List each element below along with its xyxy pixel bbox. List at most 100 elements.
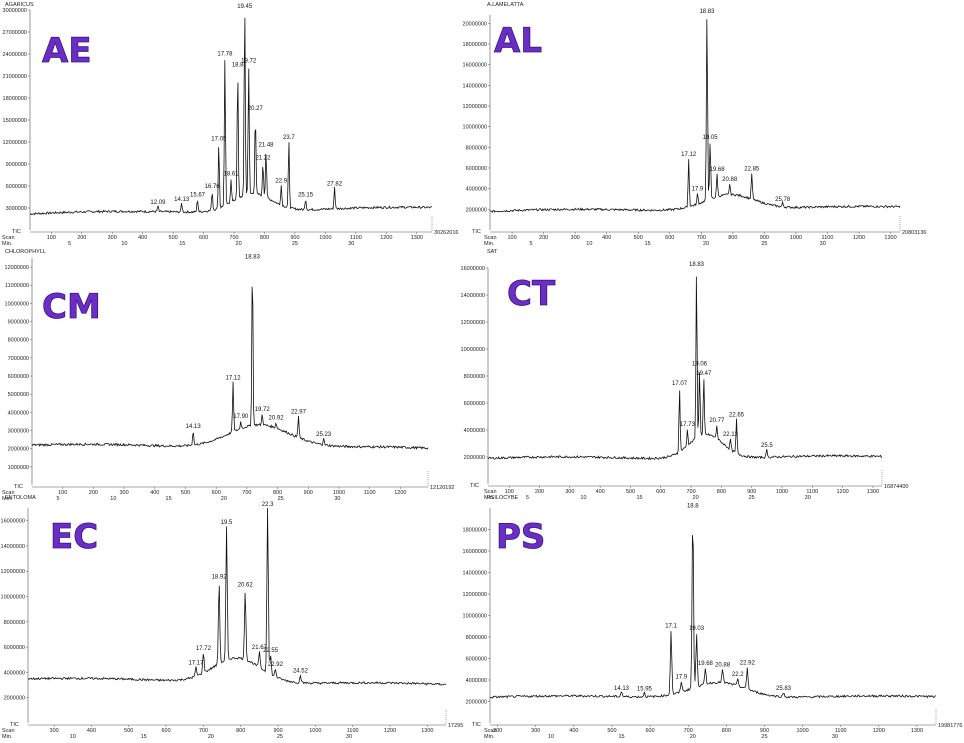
minute-tick-label: 10 bbox=[548, 734, 554, 740]
peak-label: 20.92 bbox=[269, 416, 285, 422]
x-tick-label: 400 bbox=[569, 728, 578, 734]
x-tick-label: 1300 bbox=[911, 728, 923, 734]
y-tick-label: 6000000 bbox=[464, 401, 485, 407]
peak-label: 12.09 bbox=[150, 200, 166, 206]
x-tick-label: 500 bbox=[181, 490, 190, 496]
tic-trace bbox=[31, 286, 429, 451]
y-tick-label: 8000000 bbox=[4, 620, 25, 626]
x-tick-label: 1200 bbox=[836, 489, 848, 495]
peak-label: 22.9 bbox=[275, 178, 287, 184]
tic-max-value: 19981776 bbox=[938, 723, 962, 729]
tic-label: TIC bbox=[10, 722, 19, 728]
minute-tick-label: 5 bbox=[57, 496, 60, 502]
minute-tick-label: 30 bbox=[346, 734, 352, 740]
x-tick-label: 100 bbox=[47, 235, 56, 241]
minute-tick-label: 5 bbox=[529, 241, 532, 247]
y-tick-label: 9000000 bbox=[8, 320, 29, 326]
x-tick-label: 600 bbox=[646, 728, 655, 734]
x-tick-label: 800 bbox=[260, 235, 269, 241]
chart-panel-ec: ENTOLOMA 2000000 4000000 6000000 8000000 1000… bbox=[1, 495, 464, 740]
minute-tick-label: 25 bbox=[761, 241, 767, 247]
x-tick-label: 1100 bbox=[350, 235, 362, 241]
peak-label: 25.23 bbox=[316, 432, 332, 438]
peak-label: 22.55 bbox=[263, 648, 279, 654]
y-tick-label: 16000000 bbox=[461, 266, 485, 272]
y-tick-label: 9000000 bbox=[6, 162, 27, 168]
minute-tick-label: 20 bbox=[236, 241, 242, 247]
chart-panel-ae: AGARICUS 3000000 6000000 9000000 12000000 150… bbox=[2, 2, 458, 247]
peak-label: 14.13 bbox=[186, 424, 202, 430]
x-tick-label: 1200 bbox=[394, 490, 406, 496]
minute-tick-label: 5 bbox=[68, 241, 71, 247]
minute-tick-label: 15 bbox=[645, 241, 651, 247]
x-tick-label: 1300 bbox=[421, 728, 433, 734]
y-tick-label: 27000000 bbox=[3, 30, 27, 36]
min-label: Min. bbox=[2, 241, 13, 247]
x-tick-label: 400 bbox=[87, 728, 96, 734]
y-tick-label: 3000000 bbox=[6, 206, 27, 212]
x-tick-label: 1100 bbox=[347, 728, 359, 734]
tic-trace bbox=[489, 19, 901, 214]
x-tick-label: 100 bbox=[507, 235, 516, 241]
peak-label: 17.12 bbox=[681, 152, 697, 158]
minute-tick-label: 20 bbox=[690, 734, 696, 740]
y-tick-label: 4000000 bbox=[466, 187, 487, 193]
x-tick-label: 300 bbox=[108, 235, 117, 241]
minute-tick-label: 30 bbox=[805, 495, 811, 501]
tic-trace bbox=[27, 507, 447, 686]
x-tick-label: 700 bbox=[199, 728, 208, 734]
x-tick-label: 700 bbox=[686, 489, 695, 495]
y-tick-label: 8000000 bbox=[466, 635, 487, 641]
x-tick-label: 700 bbox=[242, 490, 251, 496]
y-tick-label: 18000000 bbox=[463, 42, 487, 48]
panel-title: SAT bbox=[487, 249, 498, 255]
peak-label: 21.67 bbox=[252, 645, 268, 651]
peak-label: 19.68 bbox=[698, 661, 714, 667]
minute-tick-label: 15 bbox=[179, 241, 185, 247]
minute-tick-label: 10 bbox=[586, 241, 592, 247]
peak-label: 25.83 bbox=[776, 686, 792, 692]
peak-label: 14.13 bbox=[614, 686, 630, 692]
min-label: Min. bbox=[2, 734, 13, 740]
peak-label: 17.05 bbox=[211, 136, 227, 142]
tic-max-value: 20803136 bbox=[902, 230, 926, 236]
y-tick-label: 12000000 bbox=[463, 592, 487, 598]
x-tick-label: 1000 bbox=[319, 235, 331, 241]
x-tick-label: 900 bbox=[760, 728, 769, 734]
y-tick-label: 12000000 bbox=[5, 265, 29, 271]
y-tick-label: 18000000 bbox=[3, 96, 27, 102]
peak-label: 19.06 bbox=[692, 362, 708, 368]
y-tick-label: 30000000 bbox=[3, 8, 27, 14]
peak-label: 18.92 bbox=[212, 574, 228, 580]
x-tick-label: 400 bbox=[596, 489, 605, 495]
x-tick-label: 100 bbox=[58, 490, 67, 496]
sample-label: AE bbox=[42, 31, 92, 71]
x-tick-label: 300 bbox=[531, 728, 540, 734]
y-tick-label: 4000000 bbox=[466, 678, 487, 684]
tic-max-value: 12120192 bbox=[430, 485, 454, 491]
sample-label: CM bbox=[42, 287, 101, 327]
peak-label: 15.95 bbox=[637, 687, 653, 693]
y-tick-label: 2000000 bbox=[466, 700, 487, 706]
y-tick-label: 12000000 bbox=[461, 320, 485, 326]
sample-label: PS bbox=[496, 517, 545, 557]
y-tick-label: 10000000 bbox=[5, 301, 29, 307]
x-tick-label: 900 bbox=[290, 235, 299, 241]
y-tick-label: 3000000 bbox=[8, 429, 29, 435]
tic-max-value: 30262016 bbox=[434, 230, 458, 236]
peak-label: 25.5 bbox=[761, 443, 773, 449]
minute-tick-label: 30 bbox=[832, 734, 838, 740]
x-tick-label: 300 bbox=[565, 489, 574, 495]
y-tick-label: 10000000 bbox=[1, 595, 25, 601]
x-tick-label: 900 bbox=[760, 235, 769, 241]
minute-tick-label: 20 bbox=[703, 241, 709, 247]
x-tick-label: 200 bbox=[89, 490, 98, 496]
tic-trace bbox=[489, 535, 937, 699]
y-tick-label: 18000000 bbox=[463, 528, 487, 534]
tic-label: TIC bbox=[12, 229, 21, 235]
peak-label: 18.61 bbox=[223, 171, 239, 177]
peak-label: 17.73 bbox=[680, 422, 696, 428]
peak-label: 22.97 bbox=[291, 409, 307, 415]
y-tick-label: 2000000 bbox=[466, 207, 487, 213]
peak-label: 22.92 bbox=[268, 662, 284, 668]
